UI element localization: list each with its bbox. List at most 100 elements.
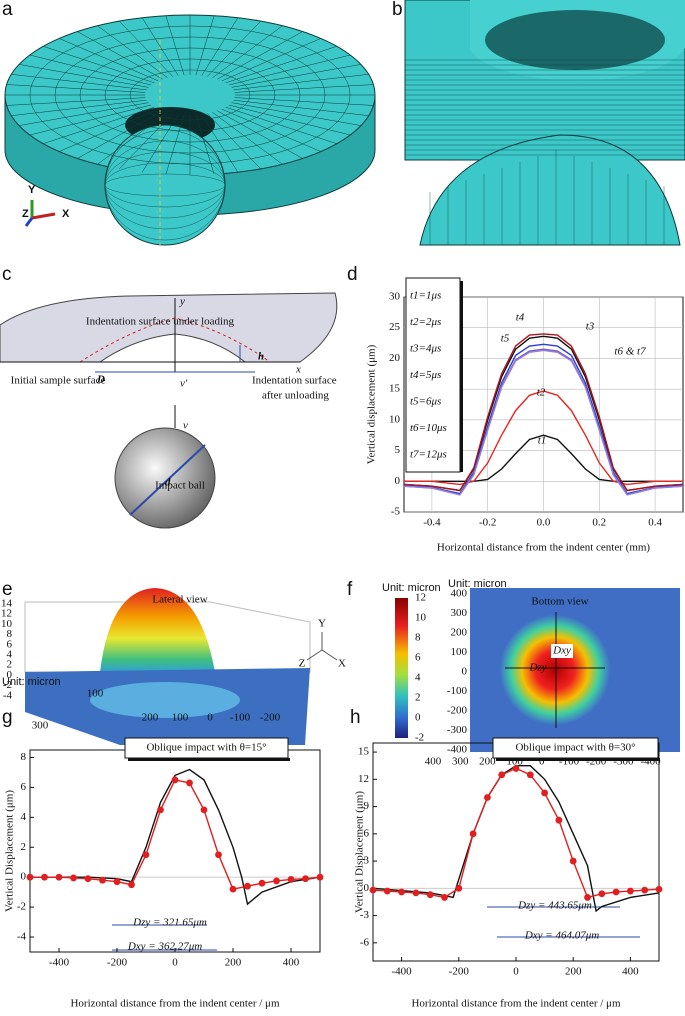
mesh-line xyxy=(119,113,173,170)
series-line xyxy=(30,779,321,891)
y-tick-label: 8 xyxy=(21,751,27,763)
axis-letter: Y xyxy=(28,184,36,196)
y-tick-label: -4 xyxy=(17,931,27,943)
axis-letter: X xyxy=(338,658,346,670)
legend-box xyxy=(405,277,461,473)
mesh-line xyxy=(217,31,303,80)
marker xyxy=(26,873,34,881)
label: h xyxy=(258,351,264,363)
marker xyxy=(469,830,477,838)
dimension-lines xyxy=(112,906,640,951)
y-tick-label: 5 xyxy=(395,444,401,456)
panel-e-surface xyxy=(24,588,338,745)
colorbar-tick-label: -2 xyxy=(415,732,424,744)
panel-b-mesh xyxy=(404,0,685,246)
unit-label: Unit: micron xyxy=(448,578,507,590)
series-line xyxy=(30,768,321,906)
annotation: t6 & t7 xyxy=(614,346,646,358)
x-tick-label: -0.2 xyxy=(479,517,496,529)
mesh-line xyxy=(11,99,147,116)
marker xyxy=(70,874,77,882)
marker xyxy=(200,806,208,814)
x-axis-label: Horizontal distance from the indent cent… xyxy=(437,542,651,554)
marker xyxy=(512,765,520,772)
x-tick-label: 400 xyxy=(283,957,300,969)
legend-entry: t2=2μs xyxy=(410,316,441,328)
z-tick-label: -4 xyxy=(3,689,13,701)
marker xyxy=(383,887,391,895)
marker xyxy=(641,886,649,894)
front-tick-label: 100 xyxy=(172,712,189,724)
panel-label: a xyxy=(2,0,13,20)
colorbar-tick-label: 12 xyxy=(415,592,426,604)
mesh-line xyxy=(231,102,361,126)
marker xyxy=(316,873,324,881)
mesh-line xyxy=(43,106,155,144)
marker xyxy=(171,776,179,784)
y-tick-label: 6 xyxy=(364,827,370,839)
marker xyxy=(441,894,448,901)
y-tick-label: 2 xyxy=(21,841,27,853)
marker xyxy=(369,886,377,894)
y-tick-label: 200 xyxy=(451,627,468,639)
label: Initial sample surface xyxy=(11,375,106,387)
z-tick-label: 2 xyxy=(7,659,13,671)
mesh-line xyxy=(225,106,337,144)
y-tick-label: 10 xyxy=(389,413,401,425)
front-tick-label: 0 xyxy=(207,712,213,724)
series-line xyxy=(403,333,684,492)
panel-label: d xyxy=(347,264,358,285)
mesh-line xyxy=(207,113,261,170)
chart-title: Oblique impact with θ=15° xyxy=(146,742,266,754)
panel-label: e xyxy=(2,579,13,600)
colorbar-tick-label: 10 xyxy=(415,612,427,624)
marker xyxy=(555,816,563,824)
y-tick-label: 0 xyxy=(462,666,468,678)
y-tick-label: 0 xyxy=(395,475,401,487)
marker xyxy=(412,889,420,897)
annotation: t5 xyxy=(501,333,510,345)
x-axis-label: Horizontal distance from the indent cent… xyxy=(70,998,279,1010)
y-tick-label: -3 xyxy=(360,909,370,921)
marker xyxy=(186,779,193,787)
annotation: Dxy = 362.27μm xyxy=(127,941,202,953)
mesh-line xyxy=(212,112,283,165)
mesh-line xyxy=(201,114,239,173)
mesh-ring xyxy=(104,129,226,241)
label: Indentation surface under loading xyxy=(86,316,235,328)
series-line xyxy=(372,765,660,913)
marker xyxy=(302,875,309,883)
annotation: t1 xyxy=(538,435,547,447)
marker xyxy=(258,879,266,887)
x-tick-label: 200 xyxy=(479,756,496,768)
marker xyxy=(99,876,106,884)
marker xyxy=(113,878,121,886)
marker xyxy=(569,857,577,865)
mesh-line xyxy=(59,38,159,82)
y-tick-label: 30 xyxy=(389,291,401,303)
panel-label: b xyxy=(392,0,403,20)
depth-tick-label: 100 xyxy=(87,688,104,700)
label: Impact ball xyxy=(155,480,205,492)
mesh-line xyxy=(165,114,185,175)
marker xyxy=(157,806,164,814)
marker xyxy=(142,851,150,859)
marker xyxy=(287,876,295,883)
mesh-line xyxy=(221,108,321,152)
x-tick-label: -200 xyxy=(107,957,128,969)
legend-entry: t7=12μs xyxy=(410,449,447,461)
z-tick-label: 12 xyxy=(1,608,12,620)
y-tick-label: 12 xyxy=(358,773,369,785)
mesh-line xyxy=(141,114,179,173)
panel-label: g xyxy=(2,707,13,728)
y-tick-label: 0 xyxy=(364,882,370,894)
mesh-line xyxy=(201,17,239,76)
colorbar-tick-label: 4 xyxy=(415,672,421,684)
mesh-line xyxy=(11,74,147,91)
y-tick-label: 400 xyxy=(451,588,468,600)
y-axis-label: Vertical displacement (μm) xyxy=(366,344,378,464)
mesh-line xyxy=(234,97,374,106)
y-tick-label: 15 xyxy=(389,383,401,395)
mesh-line xyxy=(97,112,168,165)
